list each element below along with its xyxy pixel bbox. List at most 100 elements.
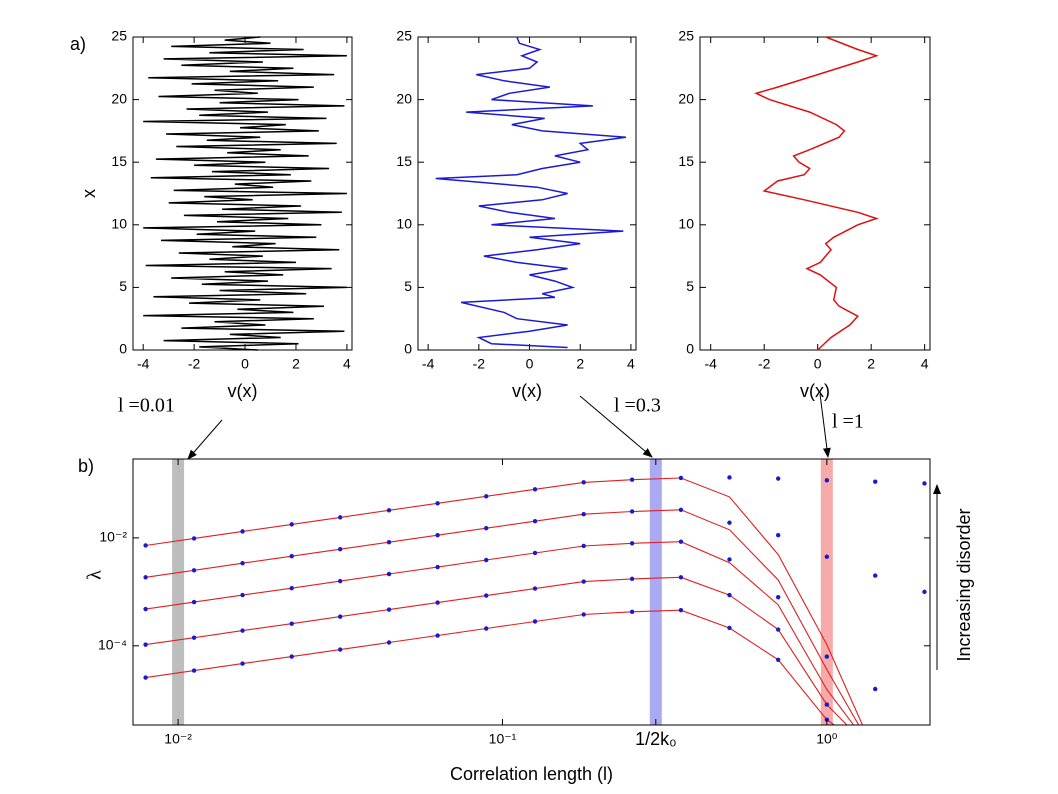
data-point	[727, 625, 732, 631]
data-point	[386, 640, 392, 645]
plot-frame	[699, 36, 931, 351]
plot-area	[143, 459, 927, 725]
data-point	[532, 518, 538, 524]
x-tick-label: -4	[704, 356, 717, 372]
x-tick-label: 4	[343, 356, 351, 372]
y-tick-label: 15	[111, 153, 127, 169]
data-point	[727, 592, 732, 598]
x-tick-label: 2	[867, 356, 875, 372]
data-point	[629, 509, 635, 514]
x-tick-label: 4	[921, 356, 929, 372]
y-tick-label: 15	[678, 153, 694, 169]
data-point	[581, 480, 586, 485]
data-point	[143, 642, 148, 647]
data-point	[289, 654, 294, 659]
plot-frame	[417, 36, 637, 351]
data-point	[386, 539, 392, 545]
data-point	[581, 543, 586, 549]
data-point	[922, 481, 927, 486]
data-point	[727, 520, 732, 525]
data-point	[775, 657, 781, 662]
data-point	[240, 661, 245, 666]
y-tick-label: 10⁻²	[99, 529, 127, 545]
data-point	[435, 564, 440, 570]
plot-frame	[132, 36, 353, 351]
y-tick-label: 15	[396, 153, 412, 169]
data-point	[824, 702, 830, 707]
data-point	[386, 508, 392, 513]
data-point	[629, 576, 635, 582]
data-line	[435, 36, 627, 349]
data-point	[435, 501, 440, 506]
y-axis-label: λ	[84, 570, 106, 580]
x-tick-label: -4	[137, 356, 150, 372]
annotation-arrow	[187, 419, 223, 460]
data-point	[143, 575, 148, 580]
panel-label: a)	[70, 34, 86, 54]
x-tick-label: 10⁰	[816, 731, 838, 747]
x-axis-label: Correlation length (l)	[450, 764, 613, 784]
data-point	[581, 511, 586, 517]
data-point	[678, 607, 684, 613]
data-point	[678, 575, 684, 580]
data-point	[289, 585, 294, 591]
fit-line	[145, 609, 836, 725]
y-tick-label: 10	[396, 216, 412, 232]
data-point	[775, 476, 781, 481]
data-point	[532, 619, 538, 624]
data-point	[629, 609, 635, 614]
data-point	[629, 541, 635, 546]
highlight-band	[649, 459, 662, 725]
data-point	[824, 554, 830, 559]
data-point	[873, 479, 878, 484]
fit-line	[145, 541, 855, 725]
x-axis-label: v(x)	[512, 381, 542, 401]
annotation-arrow	[819, 393, 831, 458]
data-point	[289, 621, 294, 626]
x-tick-label: -4	[422, 356, 435, 372]
data-point	[191, 568, 197, 573]
data-point	[191, 635, 197, 640]
data-point	[337, 515, 343, 520]
fit-line	[145, 509, 860, 725]
y-tick-label: 25	[396, 28, 412, 44]
data-point	[337, 547, 343, 552]
y-tick-label: 20	[678, 90, 694, 106]
x-axis-label: v(x)	[228, 381, 258, 401]
data-point	[191, 536, 197, 541]
data-point	[484, 526, 489, 531]
data-point	[727, 557, 732, 562]
y-tick-label: 20	[396, 90, 412, 106]
x-tick-label: 2	[292, 356, 300, 372]
data-point	[678, 507, 684, 513]
x-tick-label: 0	[526, 356, 534, 372]
data-point	[240, 529, 245, 534]
highlight-band	[820, 459, 833, 725]
data-point	[337, 578, 343, 584]
x-tick-label: 10⁻¹	[489, 731, 517, 747]
data-point	[484, 626, 489, 631]
data-point	[435, 633, 440, 638]
annotation: Increasing disorder	[954, 508, 974, 661]
data-point	[873, 686, 878, 692]
data-point	[532, 550, 538, 556]
data-point	[678, 539, 684, 544]
y-tick-label: 10	[111, 216, 127, 232]
data-point	[581, 612, 586, 617]
data-point	[143, 675, 148, 680]
data-point	[240, 592, 245, 598]
annotation-arrow	[579, 395, 653, 458]
data-point	[337, 647, 343, 652]
data-point	[484, 494, 489, 499]
data-point	[775, 595, 781, 600]
plot-frame	[132, 458, 931, 726]
data-point	[386, 571, 392, 577]
y-tick-label: 0	[404, 341, 412, 357]
y-tick-label: 0	[119, 341, 127, 357]
y-tick-label: 5	[119, 278, 127, 294]
data-point	[435, 600, 440, 605]
y-tick-label: 25	[111, 28, 127, 44]
fit-line	[145, 477, 864, 725]
data-point	[727, 475, 732, 480]
